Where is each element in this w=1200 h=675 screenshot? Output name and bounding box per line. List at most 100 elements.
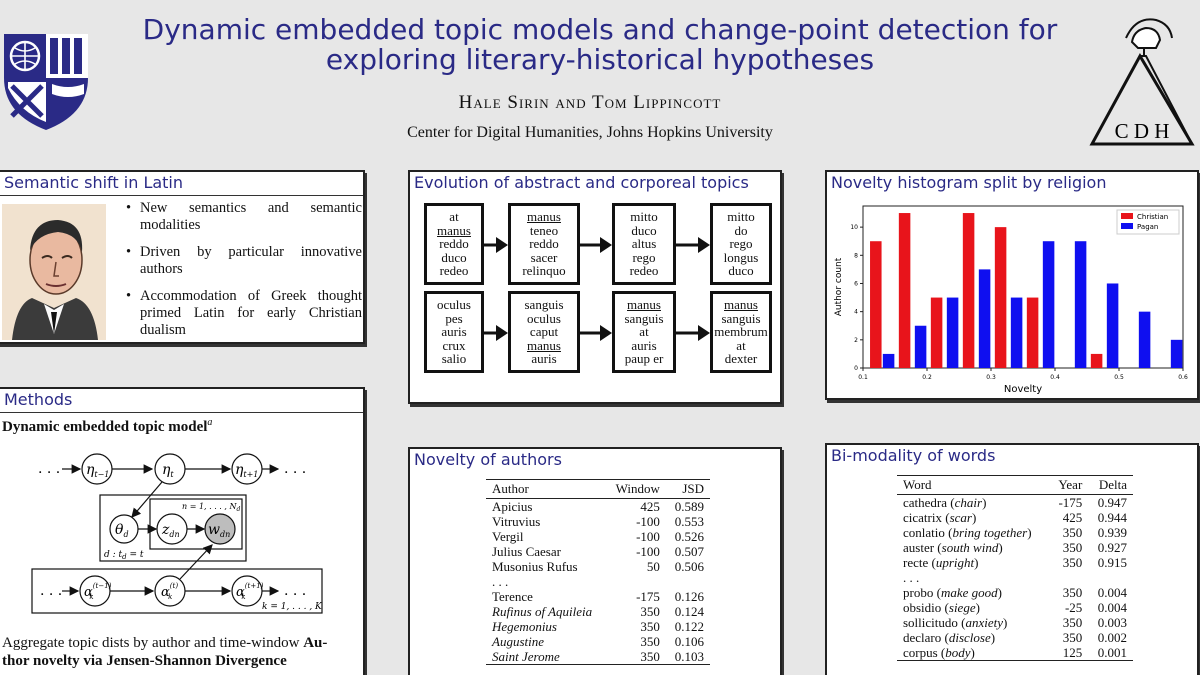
table-cell: -175 [636, 589, 660, 604]
topic-word: sanguis [721, 310, 761, 326]
x-axis-label: Novelty [1004, 384, 1042, 395]
svg-text:ηt−1: ηt−1 [86, 462, 109, 479]
x-tick-label: 0.1 [858, 374, 868, 381]
histogram-bar-pagan [1170, 339, 1183, 368]
table-cell: . . . [903, 570, 920, 585]
table-cell: -100 [636, 514, 660, 529]
table-cell: sollicitudo (anxiety) [903, 615, 1008, 630]
semantic-shift-bullets: New semantics and semantic modalities Dr… [124, 200, 362, 349]
table-cell: declaro (disclose) [903, 630, 996, 645]
panel-novelty-authors: Novelty of authors Author Window JSD Api… [408, 447, 782, 675]
table-row: . . . [897, 570, 1133, 585]
x-tick-label: 0.4 [1050, 374, 1060, 381]
topic-word: mitto [630, 209, 658, 224]
topic-word: relinquo [522, 263, 566, 278]
table-cell [1088, 570, 1133, 585]
topic-word: duco [631, 222, 657, 238]
table-cell: 50 [646, 559, 660, 574]
table-row: declaro (disclose) 350 0.002 [897, 630, 1133, 645]
panel-evolution-topics: Evolution of abstract and corporeal topi… [408, 170, 782, 404]
panel-title-bimodality: Bi-modality of words [831, 446, 996, 465]
panel-title-novelty-histogram: Novelty histogram split by religion [831, 173, 1107, 192]
table-cell: . . . [492, 574, 509, 589]
table-row: probo (make good) 350 0.004 [897, 585, 1133, 600]
topic-word: at [736, 337, 746, 353]
dots-left: . . . [38, 461, 60, 477]
x-tick-label: 0.5 [1114, 374, 1124, 381]
table-row: Julius Caesar -100 0.507 [486, 544, 710, 559]
histogram-bar-pagan [1138, 311, 1151, 368]
table-cell: 350 [640, 634, 660, 649]
dots-right: . . . [284, 461, 306, 477]
novelty-authors-table: Author Window JSD Apicius 425 0.589 Vitruvi… [486, 479, 710, 665]
table-cell: 0.553 [674, 514, 704, 529]
topic-word: paup er [624, 351, 664, 366]
bimodality-table: Word Year Delta cathedra (chair) -175 0.94… [897, 475, 1133, 661]
bullet-item: New semantics and semantic modalities [124, 200, 362, 234]
table-cell: probo (make good) [903, 585, 1002, 600]
col-header-window: Window [605, 479, 666, 499]
table-cell: 0.507 [674, 544, 704, 559]
topic-word: reddo [529, 236, 559, 251]
table-cell: corpus (body) [897, 645, 1050, 661]
table-cell: 350 [605, 649, 666, 665]
y-tick-label: 0 [854, 365, 858, 372]
table-row: cicatrix (scar) 425 0.944 [897, 510, 1133, 525]
topic-word: longus [723, 249, 759, 265]
histogram-bar-pagan [1010, 297, 1023, 368]
topic-word: pes [445, 310, 463, 326]
panel-methods: Methods Dynamic embedded topic modela . … [0, 387, 365, 675]
x-tick-label: 0.6 [1178, 374, 1188, 381]
topic-box: manus sanguis at auris paup er [612, 291, 676, 373]
topic-word: crux [442, 337, 466, 353]
methods-subtitle: Dynamic embedded topic modela [2, 417, 213, 435]
topic-box: mitto duco altus rego redeo [612, 203, 676, 285]
plate-word [149, 498, 243, 550]
topic-word: manus [627, 297, 661, 312]
topic-word: teneo [529, 222, 559, 238]
legend-label: Christian [1137, 213, 1168, 221]
histogram-bar-pagan [1042, 241, 1055, 368]
topic-box: mitto do rego longus duco [710, 203, 772, 285]
table-cell: 425 [640, 499, 660, 514]
topic-box: sanguis oculus caput manus auris [508, 291, 580, 373]
svg-text:ηt+1: ηt+1 [235, 462, 258, 479]
topic-word: sacer [530, 249, 558, 265]
topic-word: auris [441, 324, 467, 339]
topic-word: rego [632, 249, 656, 265]
table-cell: Vergil [492, 529, 524, 544]
author-portrait-illustration [2, 204, 106, 340]
table-row: recte (upright) 350 0.915 [897, 555, 1133, 570]
table-cell: 0.506 [674, 559, 704, 574]
table-cell: conlatio (bring together) [903, 525, 1032, 540]
panel-title-evolution: Evolution of abstract and corporeal topi… [414, 173, 749, 192]
table-cell: 125 [1049, 645, 1089, 661]
table-row: Saint Jerome 350 0.103 [486, 649, 710, 665]
legend-swatch [1121, 213, 1133, 219]
table-cell: cathedra (chair) [903, 495, 987, 510]
svg-text:n = 1, . . . , Nd: n = 1, . . . , Nd [182, 502, 240, 513]
panel-title-semantic-shift: Semantic shift in Latin [0, 172, 363, 196]
university-shield-logo [4, 34, 88, 130]
table-cell: 0.927 [1097, 540, 1127, 555]
table-row: Vitruvius -100 0.553 [486, 514, 710, 529]
svg-text:θd: θd [115, 522, 129, 539]
topic-word: do [734, 222, 748, 238]
table-cell [1049, 570, 1088, 585]
table-cell: 350 [640, 619, 660, 634]
plate-document [99, 494, 247, 562]
plot-frame [862, 205, 1184, 369]
table-cell [666, 574, 710, 589]
topic-box: manus teneo reddo sacer relinquo [508, 203, 580, 285]
table-row: cathedra (chair) -175 0.947 [897, 495, 1133, 510]
arrow-right-icon [676, 325, 710, 341]
table-row: Rufinus of Aquileia 350 0.124 [486, 604, 710, 619]
table-cell: obsidio (siege) [903, 600, 980, 615]
table-row: conlatio (bring together) 350 0.939 [897, 525, 1133, 540]
topic-word: manus [437, 222, 471, 238]
svg-text:. . .: . . . [40, 583, 62, 599]
cdh-logo-text: C D H [1115, 119, 1170, 143]
table-cell: 0.944 [1097, 510, 1127, 525]
table-cell: recte (upright) [903, 555, 979, 570]
table-cell: 0.939 [1097, 525, 1127, 540]
